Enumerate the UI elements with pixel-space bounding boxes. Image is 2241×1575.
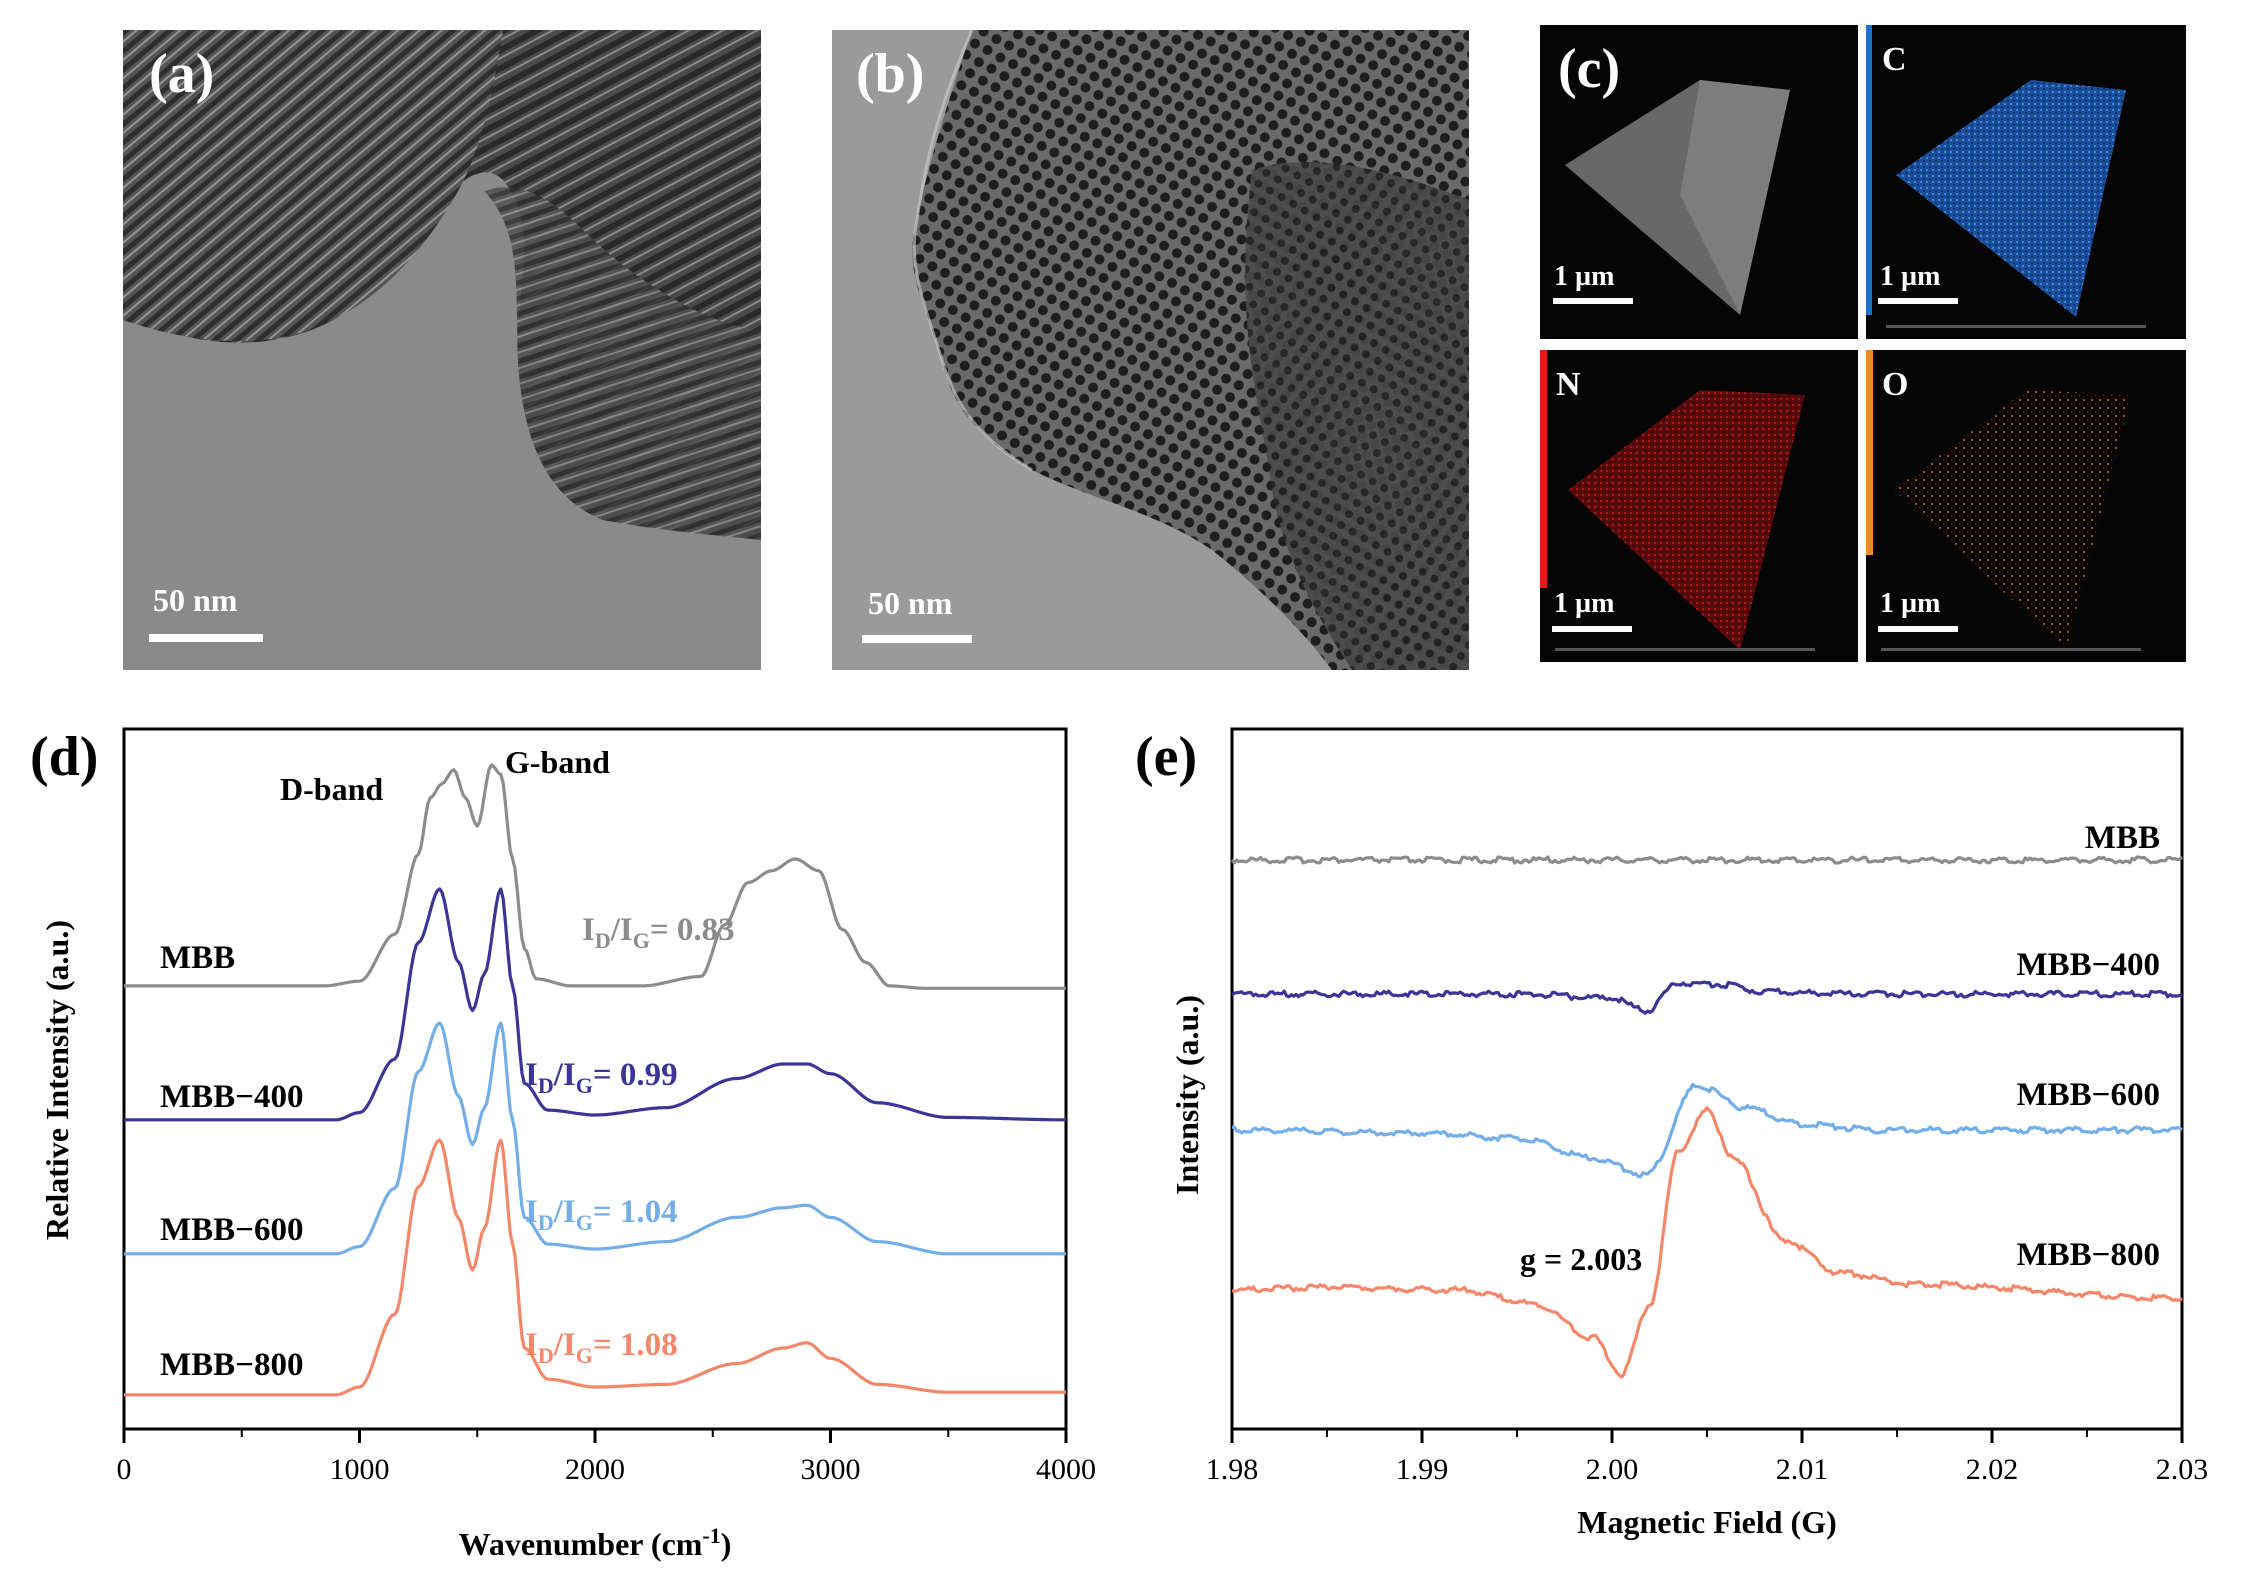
raman-x-ticks: 0 1000 2000 3000 4000	[117, 1429, 1096, 1486]
raman-ratio-mbb: ID/IG= 0.83	[582, 912, 735, 953]
epr-line-mbb-800	[1231, 1106, 2183, 1379]
epr-tick-label: 1.98	[1206, 1453, 1259, 1486]
epr-series-label-mbb: MBB	[2085, 820, 2160, 856]
raman-tick-label: 1000	[330, 1453, 390, 1486]
raman-series-label-mbb-400: MBB−400	[160, 1079, 303, 1115]
epr-line-mbb-600	[1231, 1082, 2183, 1179]
epr-series-group	[1230, 855, 2183, 1379]
raman-line-mbb-600	[124, 1021, 1066, 1256]
scale-bar-a	[149, 634, 263, 642]
raman-tick-label: 4000	[1036, 1453, 1096, 1486]
raman-tick-label: 0	[117, 1453, 132, 1486]
panel-e-label: (e)	[1135, 726, 1197, 788]
scale-label-b: 50 nm	[868, 585, 953, 621]
eds-map-c: C 1 µm	[1866, 25, 2186, 339]
raman-series-label-mbb-600: MBB−600	[160, 1212, 303, 1248]
panel-c-label: (c)	[1558, 38, 1621, 100]
raman-series-label-mbb-800: MBB−800	[160, 1347, 303, 1383]
scale-label-a: 50 nm	[153, 582, 238, 618]
panel-b-label: (b)	[856, 43, 925, 105]
raman-annotation-g-band: G-band	[505, 744, 610, 780]
raman-line-mbb	[124, 763, 1066, 990]
tem-image-b: (b) 50 nm	[832, 30, 1469, 670]
scale-bar-c-oxygen	[1878, 626, 1958, 632]
raman-tick-label: 2000	[565, 1453, 625, 1486]
raman-annotation-d-band: D-band	[280, 771, 383, 807]
scale-label-c-nitrogen: 1 µm	[1554, 588, 1615, 619]
scale-label-c-carbon: 1 µm	[1880, 261, 1941, 292]
scale-bar-b	[862, 635, 972, 643]
epr-xlabel: Magnetic Field (G)	[1577, 1504, 1836, 1540]
raman-series-label-mbb: MBB	[160, 940, 235, 976]
epr-series-label-mbb-400: MBB−400	[2017, 947, 2160, 983]
raman-ratio-mbb-600: ID/IG= 1.04	[525, 1194, 678, 1235]
raman-line-mbb-400	[124, 887, 1066, 1122]
epr-tick-label: 2.02	[1966, 1453, 2019, 1486]
epr-tick-label: 2.03	[2156, 1453, 2209, 1486]
raman-tick-label: 3000	[801, 1453, 861, 1486]
epr-tick-label: 2.00	[1586, 1453, 1639, 1486]
epr-series-label-mbb-800: MBB−800	[2017, 1237, 2160, 1273]
panel-d-label: (d)	[30, 726, 98, 788]
epr-line-mbb	[1230, 855, 2183, 865]
element-label-n: N	[1556, 366, 1581, 403]
tem-image-a: (a) 50 nm	[123, 30, 761, 670]
eds-map-image: (c) 1 µm	[1540, 25, 1858, 339]
raman-xlabel: Wavenumber (cm-1)	[459, 1523, 732, 1562]
scale-bar-c-nitrogen	[1552, 626, 1632, 632]
epr-x-ticks: 1.98 1.99 2.00 2.01 2.02 2.03	[1206, 1429, 2209, 1486]
scale-bar-c-image	[1553, 298, 1633, 304]
epr-annotation-g-value: g = 2.003	[1520, 1241, 1642, 1277]
epr-series-label-mbb-600: MBB−600	[2017, 1077, 2160, 1113]
epr-line-mbb-400	[1231, 980, 2183, 1015]
epr-tick-label: 2.01	[1776, 1453, 1829, 1486]
raman-ratio-mbb-800: ID/IG= 1.08	[525, 1327, 678, 1368]
raman-line-mbb-800	[124, 1138, 1066, 1397]
panel-a-label: (a)	[149, 43, 215, 105]
element-label-c: C	[1882, 41, 1907, 78]
raman-ratio-mbb-400: ID/IG= 0.99	[525, 1057, 678, 1098]
raman-ylabel: Relative Intensity (a.u.)	[39, 920, 75, 1240]
eds-map-o: O 1 µm	[1866, 350, 2186, 662]
epr-ylabel: Intensity (a.u.)	[1169, 995, 1205, 1195]
raman-series-group	[124, 763, 1066, 1397]
scale-label-c-oxygen: 1 µm	[1880, 588, 1941, 619]
element-label-o: O	[1882, 366, 1909, 403]
scale-bar-c-carbon	[1878, 298, 1958, 304]
eds-map-n: N 1 µm	[1540, 350, 1858, 662]
epr-tick-label: 1.99	[1396, 1453, 1449, 1486]
scale-label-c-image: 1 µm	[1554, 261, 1615, 292]
